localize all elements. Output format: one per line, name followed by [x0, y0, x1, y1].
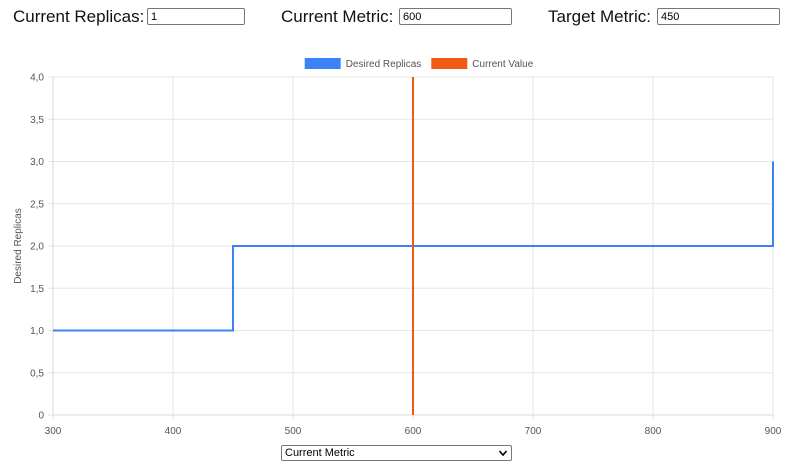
y-tick-label: 0,5	[30, 368, 44, 379]
x-tick-label: 800	[645, 426, 662, 437]
legend-item-desired-replicas[interactable]: Desired Replicas	[304, 58, 422, 70]
chart-canvas: 300 400 500 600 700 800 900 0 0,5 1,0 1,5 2,0 2,5 3,0…	[13, 58, 782, 438]
legend-label: Current Value	[472, 59, 533, 70]
current-metric-label: Current Metric:	[281, 7, 394, 26]
y-tick-label: 1,5	[30, 284, 44, 295]
x-tick-label: 600	[405, 426, 422, 437]
chart-ticks: 300 400 500 600 700 800 900 0 0,5 1,0 1,5 2,0 2,5 3,0…	[30, 73, 782, 438]
chevron-down-icon	[498, 450, 508, 457]
legend-swatch	[304, 58, 341, 69]
legend-item-current-value[interactable]: Current Value	[431, 58, 534, 70]
y-tick-label: 3,0	[30, 157, 44, 168]
x-tick-label: 400	[165, 426, 182, 437]
x-axis-select[interactable]: Current Metric	[281, 445, 512, 461]
x-tick-label: 500	[285, 426, 302, 437]
y-tick-label: 0	[38, 411, 44, 422]
current-replicas-label: Current Replicas:	[13, 7, 145, 26]
legend-swatch	[431, 58, 468, 69]
chart-series	[53, 77, 774, 415]
x-tick-label: 900	[765, 426, 782, 437]
y-tick-label: 3,5	[30, 115, 44, 126]
chart-grid	[48, 76, 774, 420]
target-metric-input[interactable]	[657, 8, 780, 25]
y-axis-title: Desired Replicas	[13, 208, 24, 284]
y-tick-label: 1,0	[30, 326, 44, 337]
chart-legend[interactable]: Desired Replicas Current Value	[304, 58, 534, 70]
y-tick-label: 2,5	[30, 199, 44, 210]
target-metric-label: Target Metric:	[548, 7, 651, 26]
series-line-desired-replicas	[53, 161, 774, 332]
x-tick-label: 300	[45, 426, 62, 437]
x-tick-label: 700	[525, 426, 542, 437]
current-replicas-input[interactable]	[147, 8, 245, 25]
y-tick-label: 4,0	[30, 73, 44, 84]
current-metric-input[interactable]	[399, 8, 512, 25]
x-axis-select-value: Current Metric	[285, 447, 355, 459]
legend-label: Desired Replicas	[346, 59, 422, 70]
y-tick-label: 2,0	[30, 242, 44, 253]
replicas-chart: 300 400 500 600 700 800 900 0 0,5 1,0 1,5 2,0 2,5 3,0…	[0, 50, 800, 442]
